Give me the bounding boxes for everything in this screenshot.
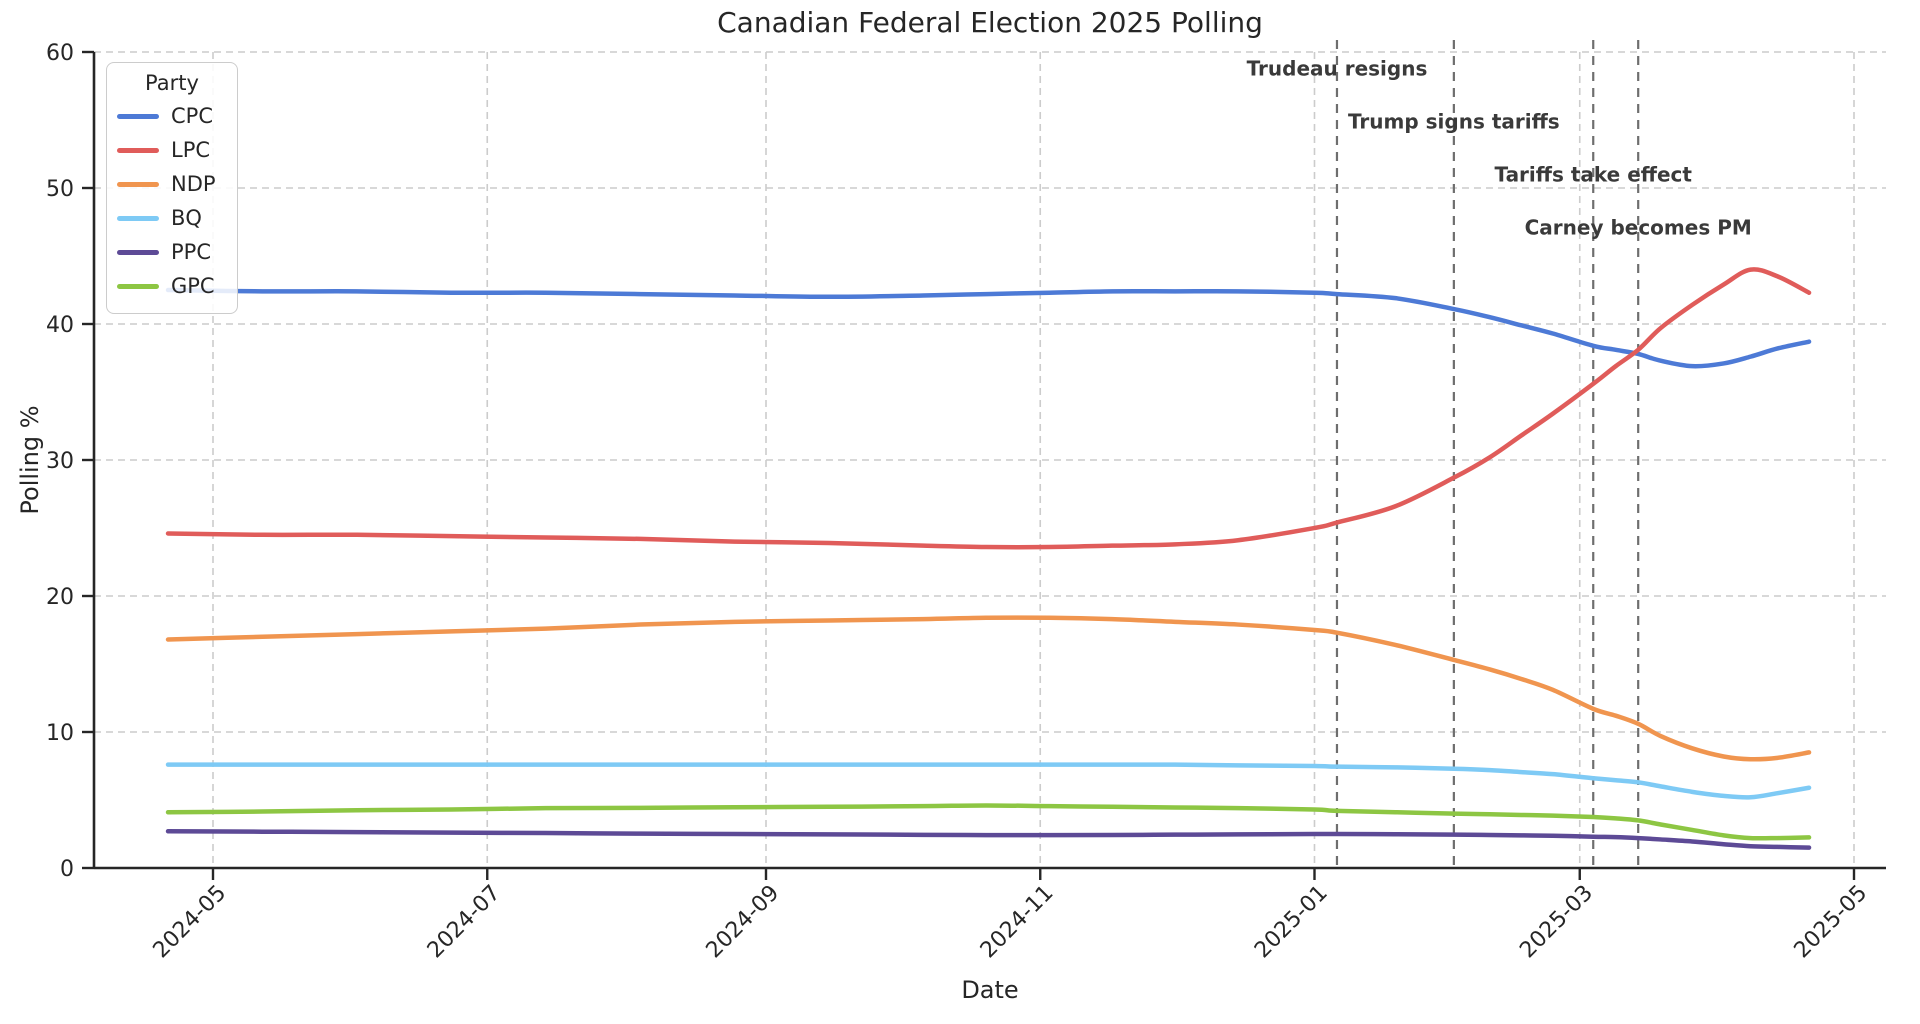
legend-label-ppc: PPC	[171, 239, 211, 264]
y-axis-label: Polling %	[16, 405, 44, 515]
y-axis: 0 10 20 30 40 50 60	[46, 41, 94, 882]
legend-swatch-cpc	[117, 113, 159, 119]
series-line-ndp	[165, 615, 1812, 762]
event-lines	[1335, 40, 1640, 868]
y-tick-label: 20	[46, 585, 74, 610]
legend-swatch-bq	[117, 215, 159, 221]
y-tick-label: 50	[46, 177, 74, 202]
legend-swatch-gpc	[117, 283, 159, 289]
legend-swatch-lpc	[117, 147, 159, 153]
y-tick-label: 0	[60, 857, 74, 882]
event-label-trump-signs-tariffs: Trump signs tariffs	[1348, 110, 1560, 134]
x-axis: 2024-05 2024-07 2024-09 2024-11 2025-01 2025-…	[149, 868, 1873, 964]
series-line-bq	[165, 762, 1812, 800]
event-label-tariffs-take-effect: Tariffs take effect	[1495, 163, 1693, 187]
legend-row-bq: BQ	[117, 201, 227, 235]
y-tick-label: 60	[46, 41, 74, 66]
series-line-ppc	[165, 829, 1812, 850]
h-gridlines	[94, 51, 1886, 733]
legend-label-cpc: CPC	[171, 103, 213, 128]
x-tick-label: 2024-07	[423, 881, 506, 964]
legend-rows: CPC LPC NDP BQ PPC GPC	[117, 99, 227, 303]
x-tick-label: 2025-03	[1515, 881, 1598, 964]
series-line-cpc	[165, 287, 1812, 369]
series-lines	[165, 267, 1812, 850]
event-label-trudeau-resigns: Trudeau resigns	[1247, 57, 1428, 81]
x-tick-label: 2025-01	[1250, 881, 1333, 964]
legend-title: Party	[145, 71, 199, 95]
x-axis-label: Date	[961, 976, 1019, 1004]
x-tick-label: 2024-11	[976, 881, 1059, 964]
legend-row-lpc: LPC	[117, 133, 227, 167]
x-tick-label: 2024-05	[149, 881, 232, 964]
legend-label-ndp: NDP	[171, 171, 216, 196]
x-tick-label: 2025-05	[1790, 881, 1873, 964]
legend-swatch-ndp	[117, 181, 159, 187]
legend-label-bq: BQ	[171, 205, 202, 230]
legend: Party CPC LPC NDP BQ PPC GPC	[106, 62, 238, 314]
chart-title: Canadian Federal Election 2025 Polling	[717, 6, 1263, 39]
legend-swatch-ppc	[117, 249, 159, 255]
x-tick-label: 2024-09	[702, 881, 785, 964]
event-label-carney-becomes-pm: Carney becomes PM	[1525, 216, 1752, 240]
legend-row-cpc: CPC	[117, 99, 227, 133]
y-tick-label: 30	[46, 449, 74, 474]
legend-row-ndp: NDP	[117, 167, 227, 201]
legend-label-gpc: GPC	[171, 273, 215, 298]
legend-row-ppc: PPC	[117, 235, 227, 269]
legend-row-gpc: GPC	[117, 269, 227, 303]
event-labels: Trudeau resigns Trump signs tariffs Tariff…	[1247, 57, 1752, 240]
legend-label-lpc: LPC	[171, 137, 211, 162]
y-tick-label: 40	[46, 313, 74, 338]
series-line-gpc	[165, 803, 1812, 841]
y-tick-label: 10	[46, 721, 74, 746]
series-line-lpc	[165, 267, 1812, 550]
